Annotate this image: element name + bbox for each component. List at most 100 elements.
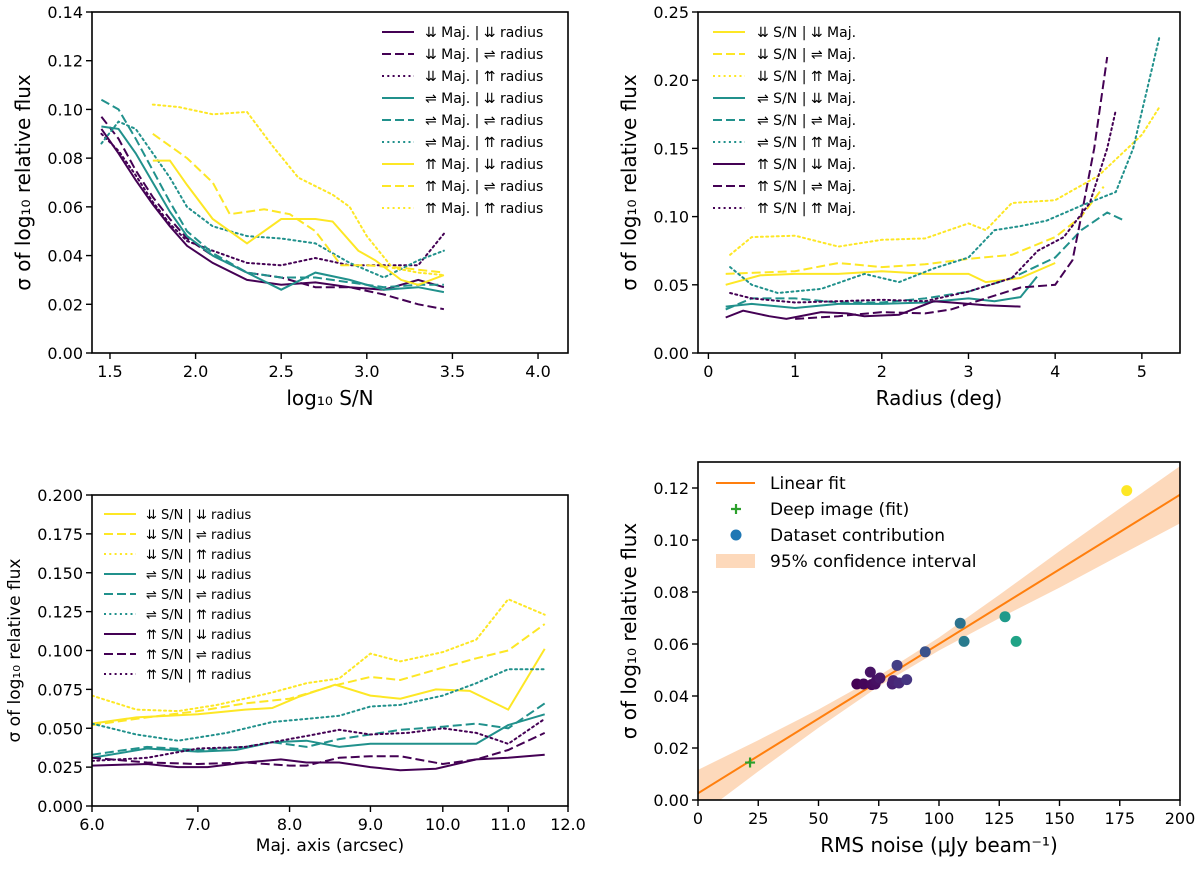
legend-label: ⇊ S/N | ⇊ radius — [146, 508, 251, 523]
legend-label: ⇌ S/N | ⇈ radius — [146, 608, 251, 623]
legend-swatch-ci — [716, 554, 755, 568]
x-tick-label: 1.5 — [97, 362, 122, 381]
y-tick-label: 0.20 — [653, 71, 689, 90]
confidence-band — [698, 466, 1180, 800]
y-tick-label: 0.00 — [653, 344, 689, 363]
series-line-5 — [725, 211, 1125, 311]
series-line-8 — [795, 56, 1109, 320]
x-tick-label: 8.0 — [277, 815, 302, 834]
series-line-5 — [100, 98, 444, 289]
x-tick-label: 9.0 — [358, 815, 383, 834]
series-line-1 — [100, 128, 445, 291]
x-axis-label: RMS noise (μJy beam⁻¹) — [820, 833, 1058, 857]
legend-label: ⇌ S/N | ⇈ Maj. — [757, 135, 856, 151]
y-tick-label: 0.25 — [653, 3, 689, 22]
x-tick-label: 3.0 — [354, 362, 379, 381]
plot-area — [92, 597, 546, 772]
y-tick-label: 0.100 — [37, 642, 83, 661]
legend-label: ⇊ S/N | ⇌ Maj. — [757, 47, 856, 63]
legend-label: ⇊ Maj. | ⇌ radius — [425, 47, 543, 63]
plot-area — [698, 466, 1180, 800]
subplot-4: Linear fit Deep image (fit) Dataset contri… — [617, 461, 1196, 857]
legend-label: ⇊ S/N | ⇊ Maj. — [757, 25, 856, 41]
y-axis-label: σ of log₁₀ relative flux — [5, 559, 25, 743]
plot-area — [725, 36, 1161, 320]
subplot-1: ⇊ Maj. | ⇊ radius ⇊ Maj. | ⇌ radius ⇊ Maj.… — [11, 3, 569, 410]
x-tick-label: 2.5 — [268, 362, 293, 381]
y-tick-label: 0.000 — [37, 797, 83, 816]
legend-label: ⇈ S/N | ⇊ radius — [146, 628, 251, 643]
dataset-point — [1121, 485, 1133, 497]
y-tick-label: 0.125 — [37, 603, 83, 622]
series-line-1 — [725, 262, 1056, 286]
y-tick-label: 0.06 — [47, 198, 83, 217]
x-tick-label: 4.0 — [525, 362, 550, 381]
y-tick-label: 0.00 — [47, 344, 83, 363]
x-tick-label: 11.0 — [490, 815, 526, 834]
y-tick-label: 0.02 — [47, 295, 83, 314]
x-axis-label: Maj. axis (arcsec) — [256, 836, 404, 856]
series-line-8 — [152, 132, 445, 274]
linear-fit-line — [698, 493, 1180, 795]
series-line-2 — [725, 186, 1105, 275]
x-tick-label: 150 — [1044, 809, 1075, 828]
legend-label: ⇌ S/N | ⇊ radius — [146, 568, 251, 583]
legend-label: ⇈ S/N | ⇌ Maj. — [757, 179, 856, 195]
x-tick-label: 6.0 — [79, 815, 104, 834]
y-tick-label: 0.025 — [37, 758, 83, 777]
series-line-5 — [92, 702, 546, 756]
x-tick-label: 2 — [877, 362, 887, 381]
legend-label: Dataset contribution — [770, 526, 945, 546]
legend-label: ⇊ S/N | ⇌ radius — [146, 528, 251, 543]
series-line-9 — [92, 717, 546, 762]
x-tick-label: 1 — [790, 362, 800, 381]
x-axis-label: log₁₀ S/N — [286, 386, 373, 410]
y-tick-label: 0.06 — [653, 635, 689, 654]
y-axis-label: σ of log₁₀ relative flux — [617, 74, 641, 291]
y-tick-label: 0.02 — [653, 739, 689, 758]
legend-label: ⇌ S/N | ⇌ Maj. — [757, 113, 856, 129]
x-tick-label: 200 — [1165, 809, 1196, 828]
y-tick-label: 0.08 — [653, 583, 689, 602]
y-tick-label: 0.14 — [47, 3, 83, 22]
x-tick-label: 75 — [869, 809, 889, 828]
y-axis-label: σ of log₁₀ relative flux — [617, 523, 641, 740]
subplot-2: ⇊ S/N | ⇊ Maj. ⇊ S/N | ⇌ Maj. ⇊ S/N | ⇈ Ma… — [617, 3, 1181, 410]
x-tick-label: 3.5 — [440, 362, 465, 381]
legend-label: ⇈ Maj. | ⇊ radius — [425, 157, 543, 173]
dataset-point — [891, 659, 903, 671]
legend-label: ⇊ Maj. | ⇈ radius — [425, 69, 543, 85]
series-line-8 — [92, 731, 546, 767]
x-tick-label: 5 — [1137, 362, 1147, 381]
y-tick-label: 0.04 — [653, 687, 689, 706]
dataset-point — [1010, 635, 1022, 647]
y-tick-label: 0.00 — [653, 791, 689, 810]
y-tick-label: 0.200 — [37, 486, 83, 505]
y-tick-label: 0.10 — [47, 100, 83, 119]
dataset-point — [874, 672, 886, 684]
x-tick-label: 10.0 — [425, 815, 461, 834]
x-tick-label: 4 — [1050, 362, 1060, 381]
y-tick-label: 0.08 — [47, 149, 83, 168]
y-axis-label: σ of log₁₀ relative flux — [11, 74, 35, 291]
subplot-3: ⇊ S/N | ⇊ radius ⇊ S/N | ⇌ radius ⇊ S/N | … — [5, 486, 586, 856]
series-line-2 — [92, 623, 546, 727]
plot-area — [100, 98, 445, 311]
legend-label: ⇈ Maj. | ⇈ radius — [425, 201, 543, 217]
x-tick-label: 50 — [808, 809, 828, 828]
series-line-7 — [152, 159, 445, 286]
y-tick-label: 0.15 — [653, 139, 689, 158]
legend-label: ⇌ Maj. | ⇌ radius — [425, 113, 543, 129]
dataset-point — [958, 635, 970, 647]
y-tick-label: 0.12 — [653, 479, 689, 498]
y-tick-label: 0.12 — [47, 52, 83, 71]
x-tick-label: 7.0 — [185, 815, 210, 834]
x-tick-label: 3 — [963, 362, 973, 381]
legend-label: 95% confidence interval — [770, 552, 976, 572]
legend-label: ⇊ S/N | ⇈ radius — [146, 548, 251, 563]
legend-label: ⇊ S/N | ⇈ Maj. — [757, 69, 856, 85]
legend-swatch-deep — [731, 504, 741, 514]
series-line-6 — [92, 668, 546, 742]
y-tick-label: 0.150 — [37, 564, 83, 583]
